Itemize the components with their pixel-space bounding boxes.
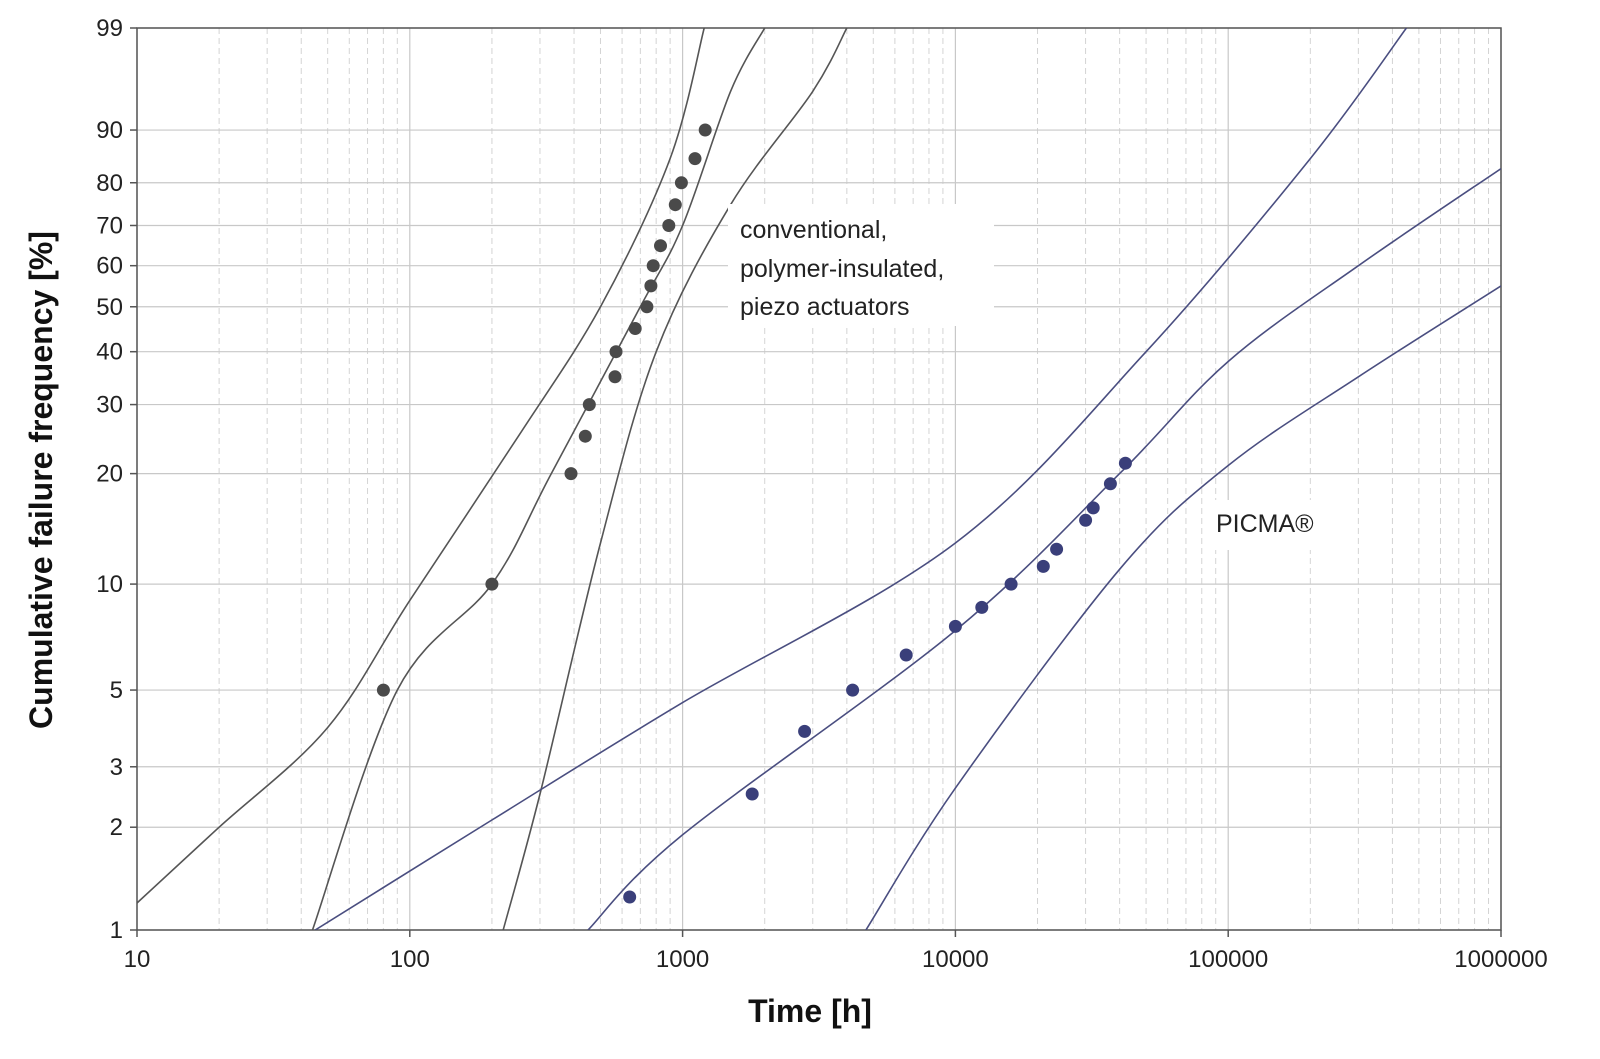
y-tick-label: 5	[110, 677, 123, 704]
y-tick-label: 1	[110, 917, 123, 944]
x-tick-label: 10000	[922, 946, 989, 973]
y-tick-label: 90	[96, 117, 123, 144]
y-tick-label: 20	[96, 461, 123, 488]
picma-data-point	[745, 787, 759, 801]
y-tick-label: 50	[96, 294, 123, 321]
conventional-data-point	[668, 198, 682, 212]
y-tick-label: 3	[110, 754, 123, 781]
data-points	[376, 123, 1132, 904]
x-tick-label: 100000	[1188, 946, 1268, 973]
conventional-data-point	[485, 577, 499, 591]
y-tick-label: 10	[96, 571, 123, 598]
picma-data-point	[1086, 501, 1100, 515]
conventional-label-background	[728, 204, 994, 326]
fit-lines	[137, 28, 1501, 930]
picma-label-background	[1208, 500, 1338, 550]
y-tick-label: 70	[96, 212, 123, 239]
plot-area-frame	[136, 27, 1502, 931]
x-axis-title: Time [h]	[748, 993, 872, 1029]
conventional-fit-line	[311, 28, 766, 930]
conventional-label-line-3: piezo actuators	[740, 293, 910, 321]
y-tick-label: 40	[96, 339, 123, 366]
conventional-data-point	[376, 683, 390, 697]
conventional-label-line-2: polymer-insulated,	[740, 255, 944, 283]
picma-data-point	[948, 619, 962, 633]
picma-data-point	[1036, 559, 1050, 573]
y-tick-label: 60	[96, 253, 123, 280]
picma-fit-line	[587, 167, 1501, 930]
conventional-data-point	[582, 398, 596, 412]
x-tick-label: 10	[124, 946, 151, 973]
conventional-data-point	[608, 370, 622, 384]
picma-data-point	[846, 683, 860, 697]
conventional-label-line-1: conventional,	[740, 216, 887, 244]
conventional-data-point	[646, 259, 660, 273]
x-tick-label: 1000000	[1454, 946, 1547, 973]
tick-labels: 10 100 1000 10000 100000 1000000 1 2 3 5 10 20 30 40 5…	[96, 15, 1547, 973]
conventional-data-point	[578, 429, 592, 443]
conventional-data-point	[564, 467, 578, 481]
picma-data-point	[1004, 577, 1018, 591]
picma-data-point	[1050, 542, 1064, 556]
y-tick-label: 99	[96, 15, 123, 42]
conventional-data-point	[640, 300, 654, 314]
picma-data-point	[623, 890, 637, 904]
picma-lower-bound-line	[865, 285, 1501, 930]
picma-data-point	[798, 724, 812, 738]
x-tick-label: 100	[390, 946, 430, 973]
conventional-data-point	[628, 322, 642, 335]
conventional-lower-bound-line	[502, 28, 848, 930]
conventional-data-point	[688, 152, 702, 166]
y-tick-label: 30	[96, 392, 123, 419]
picma-data-point	[1118, 456, 1132, 470]
conventional-data-point	[662, 219, 676, 232]
conventional-data-point	[609, 345, 623, 359]
x-tick-label: 1000	[656, 946, 709, 973]
y-tick-label: 80	[96, 170, 123, 197]
y-axis-title: Cumulative failure frequency [%]	[23, 231, 59, 729]
picma-upper-bound-line	[314, 28, 1408, 930]
conventional-data-point	[654, 239, 667, 253]
picma-label: PICMA®	[1216, 510, 1314, 538]
picma-data-point	[1079, 513, 1093, 527]
conventional-data-point	[698, 123, 712, 137]
y-tick-label: 2	[110, 814, 123, 841]
conventional-data-point	[644, 279, 658, 293]
conventional-data-point	[674, 176, 688, 190]
conventional-upper-bound-line	[137, 28, 705, 904]
picma-data-point	[975, 600, 989, 614]
picma-data-point	[899, 648, 913, 662]
picma-data-point	[1103, 477, 1117, 491]
